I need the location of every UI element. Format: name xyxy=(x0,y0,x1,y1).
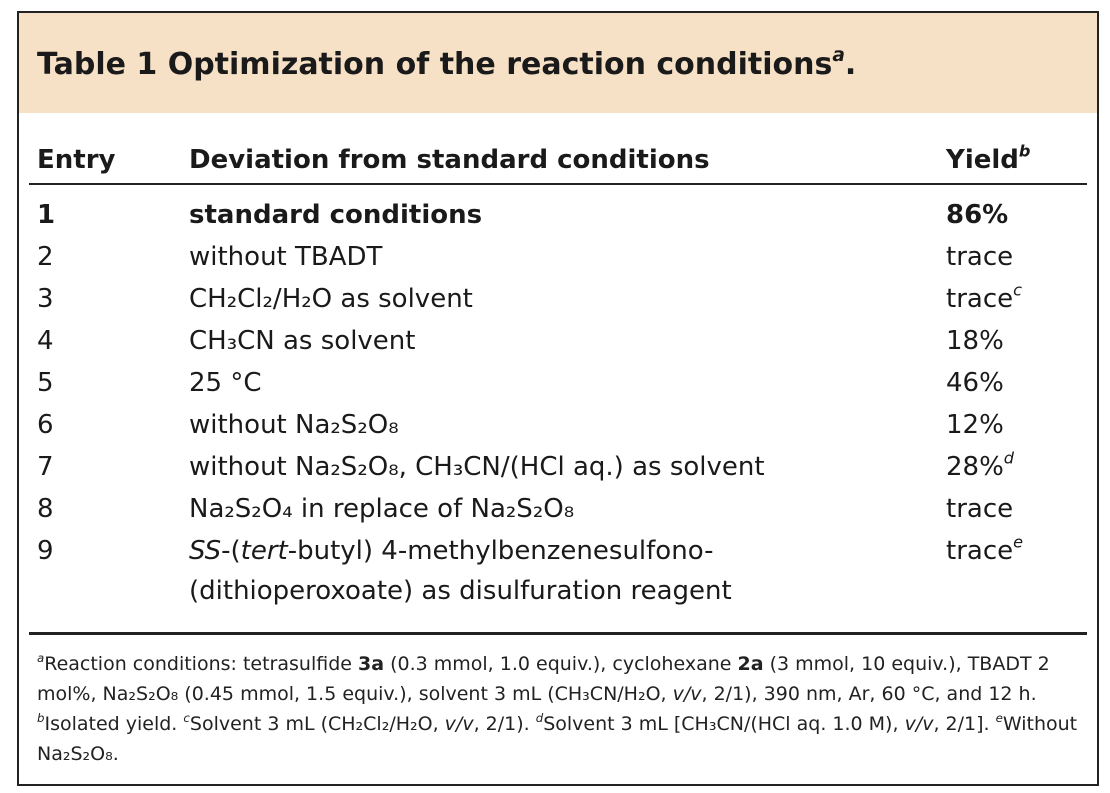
deviation-text: (dithioperoxoate) as disulfuration reage… xyxy=(189,576,732,606)
entry-cell: 7 xyxy=(37,452,54,482)
deviation-cell: CH₂Cl₂/H₂O as solvent xyxy=(189,284,473,314)
footnotes: aReaction conditions: tetrasulfide 3a (0… xyxy=(37,649,1087,769)
yield-cell: tracee xyxy=(946,531,1023,571)
yield-cell: 28%d xyxy=(946,447,1014,487)
footnote-text: v/v xyxy=(672,683,702,705)
yield-text: 18% xyxy=(946,326,1004,356)
footnote-text: Reaction conditions: tetrasulfide xyxy=(44,653,358,675)
yield-note: e xyxy=(1013,532,1024,552)
deviation-text: tert xyxy=(240,536,288,566)
footnote-text: 2a xyxy=(737,653,764,675)
footnote-text: Solvent 3 mL [CH₃CN/(HCl aq. 1.0 M), xyxy=(543,713,905,735)
deviation-cell: Na₂S₂O₄ in replace of Na₂S₂O₈ xyxy=(189,494,575,524)
deviation-cell: standard conditions xyxy=(189,200,483,230)
yield-cell: tracec xyxy=(946,279,1022,319)
footnote-marker: c xyxy=(183,710,190,725)
table-row: 6 without Na₂S₂O₈ 12% xyxy=(19,405,1097,447)
table-row: 4 CH₃CN as solvent 18% xyxy=(19,321,1097,363)
footnote-text: , 2/1), 390 nm, Ar, 60 °C, and 12 h. xyxy=(701,683,1037,705)
entry-cell: 5 xyxy=(37,368,54,398)
table-title: Table 1 Optimization of the reaction con… xyxy=(37,44,857,82)
footnote-text: Without Na₂S₂O₈. xyxy=(37,713,1078,765)
column-header: Deviation from standard conditions xyxy=(189,145,710,175)
entry-cell: 3 xyxy=(37,284,54,314)
yield-cell: trace xyxy=(946,237,1013,277)
column-header: Entry xyxy=(37,145,116,175)
table-row: 1 standard conditions 86% xyxy=(19,195,1097,237)
yield-text: 46% xyxy=(946,368,1004,398)
deviation-text: -( xyxy=(221,536,241,566)
yield-text: 28% xyxy=(946,452,1004,482)
table-row: 8 Na₂S₂O₄ in replace of Na₂S₂O₈ trace xyxy=(19,489,1097,531)
yield-text: 86% xyxy=(946,200,1009,230)
footnote-marker: b xyxy=(37,710,45,725)
footnote-text: Isolated yield. xyxy=(44,713,178,735)
table-row: 9 SS-(tert-butyl) 4-methylbenzenesulfono-… xyxy=(19,531,1097,615)
yield-text: trace xyxy=(946,242,1014,272)
footnote-text: v/v xyxy=(904,713,934,735)
deviation-text: SS xyxy=(189,536,222,566)
footnote-text: , 2/1). xyxy=(473,713,530,735)
footer-rule xyxy=(29,632,1087,635)
title-text: Table 1 Optimization of the reaction con… xyxy=(37,47,833,82)
deviation-text: -butyl) 4-methylbenzenesulfono- xyxy=(287,536,714,566)
entry-cell: 6 xyxy=(37,410,54,440)
table-row: 3 CH₂Cl₂/H₂O as solvent tracec xyxy=(19,279,1097,321)
entry-cell: 1 xyxy=(37,200,56,230)
table-row: 7 without Na₂S₂O₈, CH₃CN/(HCl aq.) as sol… xyxy=(19,447,1097,489)
column-header: Yieldb xyxy=(946,141,1031,175)
table-frame: Table 1 Optimization of the reaction con… xyxy=(17,11,1099,786)
entry-cell: 4 xyxy=(37,326,54,356)
entry-cell: 2 xyxy=(37,242,54,272)
yield-cell: 12% xyxy=(946,405,1004,445)
yield-note: c xyxy=(1013,280,1022,300)
yield-cell: trace xyxy=(946,489,1013,529)
deviation-cell: CH₃CN as solvent xyxy=(189,326,416,356)
yield-text: trace xyxy=(946,494,1014,524)
footnote-marker: e xyxy=(995,710,1003,725)
table-row: 5 25 °C 46% xyxy=(19,363,1097,405)
entry-cell: 9 xyxy=(37,536,54,566)
footnote-marker: d xyxy=(535,710,544,725)
header-rule xyxy=(29,183,1087,185)
deviation-cell: without Na₂S₂O₈, CH₃CN/(HCl aq.) as solv… xyxy=(189,452,765,482)
yield-text: trace xyxy=(946,284,1014,314)
deviation-cell: SS-(tert-butyl) 4-methylbenzenesulfono- (… xyxy=(189,531,732,611)
entry-cell: 8 xyxy=(37,494,54,524)
deviation-cell: without TBADT xyxy=(189,242,383,272)
footnote-text: v/v xyxy=(444,713,474,735)
footnote-text: , 2/1]. xyxy=(933,713,990,735)
footnote-text: 3a xyxy=(358,653,385,675)
table-row: 2 without TBADT trace xyxy=(19,237,1097,279)
footnote-text: (0.3 mmol, 1.0 equiv.), cyclohexane xyxy=(384,653,738,675)
yield-cell: 46% xyxy=(946,363,1004,403)
deviation-cell: 25 °C xyxy=(189,368,262,398)
footnote-text: Solvent 3 mL (CH₂Cl₂/H₂O, xyxy=(189,713,445,735)
header-row: Entry Deviation from standard conditions… xyxy=(19,141,1097,185)
deviation-cell: without Na₂S₂O₈ xyxy=(189,410,399,440)
yield-text: trace xyxy=(946,536,1014,566)
table-body: 1 standard conditions 86% 2 without TBADT tra… xyxy=(19,195,1097,615)
footnote-marker: a xyxy=(37,650,45,665)
title-note: a xyxy=(832,44,845,66)
footnote-text: (3 mmol, 10 equiv.), TBADT 2 mol%, Na₂S₂… xyxy=(37,653,1050,705)
yield-text: 12% xyxy=(946,410,1004,440)
yield-cell: 18% xyxy=(946,321,1004,361)
title-band xyxy=(19,13,1097,113)
yield-cell: 86% xyxy=(946,195,1008,235)
column-header-text: Yield xyxy=(946,145,1019,175)
yield-note: b xyxy=(1018,141,1031,161)
yield-note: d xyxy=(1003,448,1015,468)
